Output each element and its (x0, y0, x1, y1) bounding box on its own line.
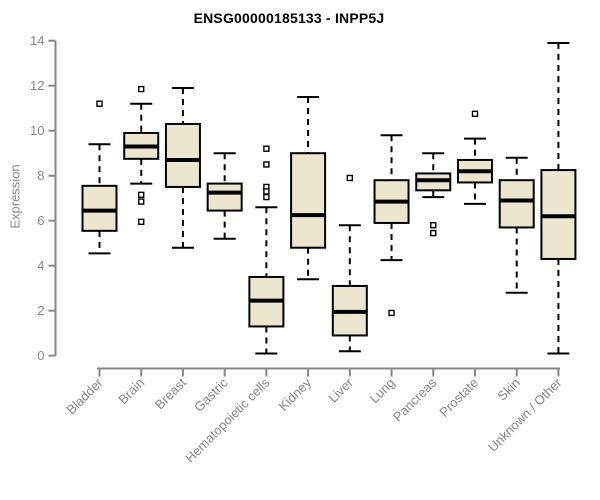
outlier-point (138, 218, 145, 226)
x-tick-label-bladder: Bladder (63, 375, 106, 418)
iqr-box (290, 152, 327, 249)
y-tick-label: 14 (30, 33, 44, 48)
y-tick-label: 2 (37, 303, 44, 318)
y-tick-label: 0 (37, 348, 44, 363)
y-tick-label: 10 (30, 123, 44, 138)
x-tick-label-kidney: Kidney (276, 375, 315, 414)
outlier-point (138, 85, 145, 93)
y-tick-label: 12 (30, 78, 44, 93)
box-gastric (206, 152, 243, 240)
outlier-point (96, 100, 103, 107)
y-tick-label: 6 (37, 213, 44, 228)
box-liver (331, 174, 368, 353)
box-pancreas (415, 152, 452, 237)
outlier-point (430, 221, 437, 229)
x-tick-label-pancreas: Pancreas (390, 375, 440, 425)
outlier-point (138, 198, 145, 205)
x-tick-label-prostate: Prostate (436, 375, 481, 420)
iqr-box (498, 179, 535, 229)
y-tick-label: 4 (37, 258, 44, 273)
x-axis (97, 367, 560, 377)
x-tick-label-skin: Skin (494, 375, 522, 403)
y-axis (48, 39, 57, 357)
outlier-point (263, 145, 270, 152)
x-tick-label-gastric: Gastric (191, 375, 231, 415)
box-hematopoietic-cells (248, 145, 285, 355)
iqr-box (164, 122, 201, 188)
x-tick-label-brain: Brain (115, 375, 147, 407)
box-unknown-other (540, 41, 577, 355)
outlier-point (430, 229, 437, 237)
x-tick-label-breast: Breast (152, 375, 189, 412)
box-skin (498, 156, 535, 294)
box-kidney (290, 95, 327, 281)
outlier-point (346, 174, 354, 182)
box-prostate (456, 110, 493, 205)
chart-title: ENSG00000185133 - INPP5J (193, 10, 385, 26)
box-brain (123, 85, 160, 226)
y-axis-label: Expression (7, 164, 23, 229)
box-lung (373, 134, 410, 317)
x-tick-label-unknown-other: Unknown / Other (485, 375, 565, 455)
outlier-point (263, 161, 270, 168)
x-tick-label-liver: Liver (325, 375, 356, 406)
box-breast (164, 86, 201, 249)
x-tick-label-lung: Lung (367, 375, 398, 406)
outlier-point (471, 110, 479, 118)
iqr-box (81, 184, 118, 232)
box-bladder (81, 100, 118, 255)
iqr-box (206, 182, 243, 212)
outlier-point (263, 193, 270, 201)
outlier-point (388, 309, 395, 317)
y-tick-label: 8 (37, 168, 44, 183)
outlier-point (263, 188, 270, 195)
outlier-point (138, 191, 145, 199)
